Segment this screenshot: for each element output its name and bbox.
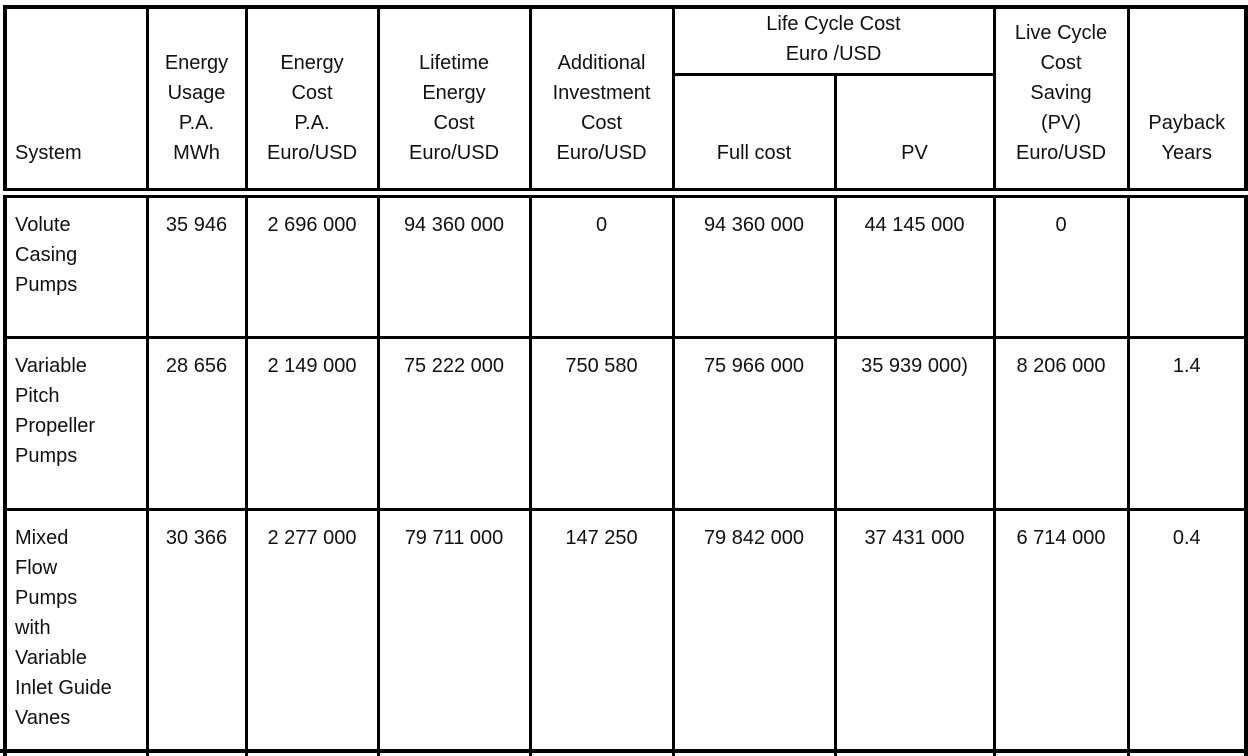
cell-life-cycle-cost-saving: 8 206 000 [992, 336, 1130, 511]
col-header-energy-usage: Energy Usage P.A. MWh [145, 5, 248, 198]
cell-energy-cost: 2 149 000 [244, 336, 380, 511]
life-cycle-cost-table: System Energy Usage P.A. MWh Energy Cost… [3, 5, 1248, 756]
col-header-additional-investment-cost: Additional Investment Cost Euro/USD [528, 5, 675, 198]
cell-lifetime-energy-cost: 79 711 000 [376, 508, 532, 756]
table-body: Volute Casing Pumps 35 946 2 696 000 94 … [3, 191, 1248, 756]
col-header-life-cycle-cost-saving: Live Cycle Cost Saving (PV) Euro/USD [992, 5, 1130, 198]
col-header-energy-cost: Energy Cost P.A. Euro/USD [244, 5, 380, 198]
cell-system: Mixed Flow Pumps with Variable Inlet Gui… [3, 508, 149, 756]
cell-pv: 44 145 000 [833, 191, 996, 339]
cell-pv: 35 939 000) [833, 336, 996, 511]
cell-payback-years: 1.4 [1126, 336, 1248, 511]
col-header-system: System [3, 5, 149, 198]
table-row-volute-casing-pumps: Volute Casing Pumps 35 946 2 696 000 94 … [3, 191, 1248, 339]
cell-payback-years: 0.4 [1126, 508, 1248, 756]
cell-lifetime-energy-cost: 75 222 000 [376, 336, 532, 511]
page-bottom-rule [0, 749, 1248, 753]
cell-full-cost: 79 842 000 [671, 508, 837, 756]
cell-payback-years [1126, 191, 1248, 339]
cell-additional-investment-cost: 750 580 [528, 336, 675, 511]
table-row-variable-pitch-propeller-pumps: Variable Pitch Propeller Pumps 28 656 2 … [3, 336, 1248, 511]
cell-pv: 37 431 000 [833, 508, 996, 756]
cell-system: Variable Pitch Propeller Pumps [3, 336, 149, 511]
cell-additional-investment-cost: 0 [528, 191, 675, 339]
col-header-payback-years: Payback Years [1126, 5, 1248, 198]
cell-energy-usage: 28 656 [145, 336, 248, 511]
cell-energy-usage: 35 946 [145, 191, 248, 339]
cell-energy-usage: 30 366 [145, 508, 248, 756]
col-header-full-cost: Full cost [671, 73, 837, 198]
col-group-header-life-cycle-cost: Life Cycle Cost Euro /USD [671, 5, 996, 76]
cell-full-cost: 94 360 000 [671, 191, 837, 339]
cell-additional-investment-cost: 147 250 [528, 508, 675, 756]
table-row-mixed-flow-pumps: Mixed Flow Pumps with Variable Inlet Gui… [3, 508, 1248, 756]
cell-energy-cost: 2 277 000 [244, 508, 380, 756]
table-header: System Energy Usage P.A. MWh Energy Cost… [3, 5, 1248, 198]
cell-lifetime-energy-cost: 94 360 000 [376, 191, 532, 339]
cell-energy-cost: 2 696 000 [244, 191, 380, 339]
col-header-lifetime-energy-cost: Lifetime Energy Cost Euro/USD [376, 5, 532, 198]
col-header-pv: PV [833, 73, 996, 198]
cell-full-cost: 75 966 000 [671, 336, 837, 511]
cell-life-cycle-cost-saving: 6 714 000 [992, 508, 1130, 756]
cell-system: Volute Casing Pumps [3, 191, 149, 339]
cell-life-cycle-cost-saving: 0 [992, 191, 1130, 339]
